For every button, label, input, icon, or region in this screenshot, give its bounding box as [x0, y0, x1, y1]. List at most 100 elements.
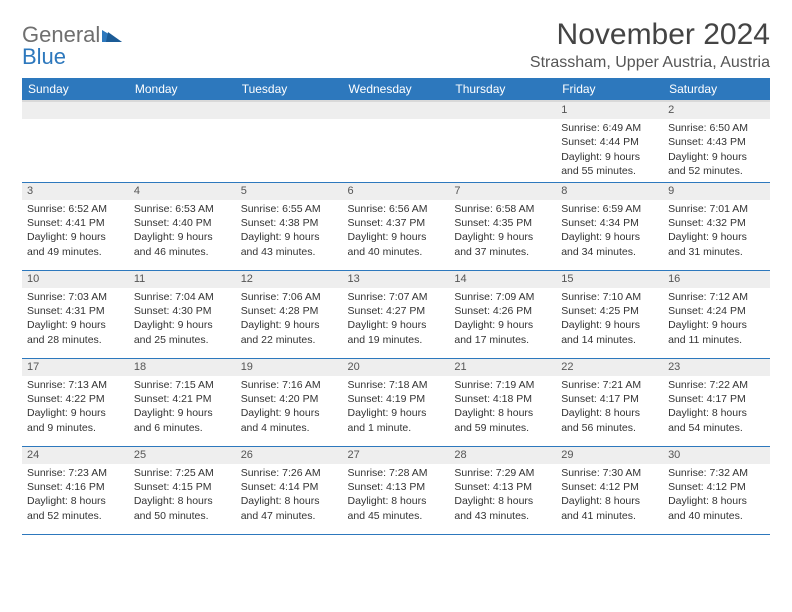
calendar-day-cell: 21Sunrise: 7:19 AMSunset: 4:18 PMDayligh…	[449, 358, 556, 446]
calendar-day-cell: 24Sunrise: 7:23 AMSunset: 4:16 PMDayligh…	[22, 446, 129, 534]
day-number: 12	[236, 271, 343, 288]
calendar-day-cell: 5 Sunrise: 6:55 AMSunset: 4:38 PMDaylight…	[236, 182, 343, 270]
sunset-text: Sunset: 4:12 PM	[561, 480, 658, 494]
day-number: 15	[556, 271, 663, 288]
day-content: Sunrise: 7:30 AMSunset: 4:12 PMDaylight:…	[556, 464, 663, 527]
daylight-text: Daylight: 8 hours and 56 minutes.	[561, 406, 658, 434]
calendar-page: General Blue November 2024 Strassham, Up…	[0, 0, 792, 535]
day-number: 23	[663, 359, 770, 376]
sunrise-text: Sunrise: 6:56 AM	[348, 202, 445, 216]
sunset-text: Sunset: 4:25 PM	[561, 304, 658, 318]
day-number: 11	[129, 271, 236, 288]
calendar-day-cell: 30Sunrise: 7:32 AMSunset: 4:12 PMDayligh…	[663, 446, 770, 534]
calendar-day-cell: 7Sunrise: 6:58 AMSunset: 4:35 PMDaylight…	[449, 182, 556, 270]
calendar-day-cell	[129, 101, 236, 182]
sunset-text: Sunset: 4:19 PM	[348, 392, 445, 406]
sunrise-text: Sunrise: 7:04 AM	[134, 290, 231, 304]
day-number: 10	[22, 271, 129, 288]
daylight-text: Daylight: 9 hours and 19 minutes.	[348, 318, 445, 346]
weekday-header: Wednesday	[343, 78, 450, 101]
calendar-day-cell: 29Sunrise: 7:30 AMSunset: 4:12 PMDayligh…	[556, 446, 663, 534]
sunrise-text: Sunrise: 6:49 AM	[561, 121, 658, 135]
day-content	[449, 119, 556, 125]
sunrise-text: Sunrise: 6:53 AM	[134, 202, 231, 216]
day-number: 5	[236, 183, 343, 200]
sunrise-text: Sunrise: 7:03 AM	[27, 290, 124, 304]
weekday-header: Saturday	[663, 78, 770, 101]
daylight-text: Daylight: 8 hours and 45 minutes.	[348, 494, 445, 522]
daylight-text: Daylight: 9 hours and 52 minutes.	[668, 150, 765, 178]
calendar-week-row: 24Sunrise: 7:23 AMSunset: 4:16 PMDayligh…	[22, 446, 770, 534]
day-content: Sunrise: 7:15 AMSunset: 4:21 PMDaylight:…	[129, 376, 236, 439]
day-content: Sunrise: 6:50 AMSunset: 4:43 PMDaylight:…	[663, 119, 770, 182]
calendar-day-cell: 16Sunrise: 7:12 AMSunset: 4:24 PMDayligh…	[663, 270, 770, 358]
logo-word-blue: Blue	[22, 44, 66, 69]
calendar-day-cell: 25Sunrise: 7:25 AMSunset: 4:15 PMDayligh…	[129, 446, 236, 534]
sunset-text: Sunset: 4:35 PM	[454, 216, 551, 230]
day-number: 28	[449, 447, 556, 464]
calendar-day-cell	[449, 101, 556, 182]
sunset-text: Sunset: 4:13 PM	[454, 480, 551, 494]
daylight-text: Daylight: 9 hours and 9 minutes.	[27, 406, 124, 434]
sunrise-text: Sunrise: 6:52 AM	[27, 202, 124, 216]
sunrise-text: Sunrise: 7:28 AM	[348, 466, 445, 480]
calendar-day-cell: 14Sunrise: 7:09 AMSunset: 4:26 PMDayligh…	[449, 270, 556, 358]
sunset-text: Sunset: 4:40 PM	[134, 216, 231, 230]
sunset-text: Sunset: 4:13 PM	[348, 480, 445, 494]
day-number: 20	[343, 359, 450, 376]
day-number	[129, 102, 236, 119]
logo: General Blue	[22, 24, 122, 68]
day-content	[129, 119, 236, 125]
sunrise-text: Sunrise: 7:16 AM	[241, 378, 338, 392]
sunrise-text: Sunrise: 6:55 AM	[241, 202, 338, 216]
sunset-text: Sunset: 4:27 PM	[348, 304, 445, 318]
sunrise-text: Sunrise: 7:25 AM	[134, 466, 231, 480]
day-number: 24	[22, 447, 129, 464]
day-number: 30	[663, 447, 770, 464]
calendar-day-cell: 6Sunrise: 6:56 AMSunset: 4:37 PMDaylight…	[343, 182, 450, 270]
day-content: Sunrise: 7:18 AMSunset: 4:19 PMDaylight:…	[343, 376, 450, 439]
day-number	[449, 102, 556, 119]
calendar-week-row: 3Sunrise: 6:52 AMSunset: 4:41 PMDaylight…	[22, 182, 770, 270]
daylight-text: Daylight: 9 hours and 40 minutes.	[348, 230, 445, 258]
sunrise-text: Sunrise: 7:09 AM	[454, 290, 551, 304]
day-content: Sunrise: 7:23 AMSunset: 4:16 PMDaylight:…	[22, 464, 129, 527]
daylight-text: Daylight: 9 hours and 46 minutes.	[134, 230, 231, 258]
day-content: Sunrise: 7:25 AMSunset: 4:15 PMDaylight:…	[129, 464, 236, 527]
calendar-week-row: 10Sunrise: 7:03 AMSunset: 4:31 PMDayligh…	[22, 270, 770, 358]
sunset-text: Sunset: 4:26 PM	[454, 304, 551, 318]
weekday-header: Sunday	[22, 78, 129, 101]
day-content: Sunrise: 7:06 AMSunset: 4:28 PMDaylight:…	[236, 288, 343, 351]
daylight-text: Daylight: 9 hours and 43 minutes.	[241, 230, 338, 258]
daylight-text: Daylight: 9 hours and 28 minutes.	[27, 318, 124, 346]
weekday-header: Friday	[556, 78, 663, 101]
calendar-day-cell: 4Sunrise: 6:53 AMSunset: 4:40 PMDaylight…	[129, 182, 236, 270]
calendar-week-row: 1Sunrise: 6:49 AMSunset: 4:44 PMDaylight…	[22, 101, 770, 182]
calendar-week-row: 17Sunrise: 7:13 AMSunset: 4:22 PMDayligh…	[22, 358, 770, 446]
calendar-day-cell: 2Sunrise: 6:50 AMSunset: 4:43 PMDaylight…	[663, 101, 770, 182]
sunrise-text: Sunrise: 6:50 AM	[668, 121, 765, 135]
sunrise-text: Sunrise: 7:13 AM	[27, 378, 124, 392]
day-content: Sunrise: 7:19 AMSunset: 4:18 PMDaylight:…	[449, 376, 556, 439]
sunset-text: Sunset: 4:17 PM	[668, 392, 765, 406]
location-text: Strassham, Upper Austria, Austria	[530, 54, 770, 72]
day-content: Sunrise: 6:49 AMSunset: 4:44 PMDaylight:…	[556, 119, 663, 182]
daylight-text: Daylight: 8 hours and 54 minutes.	[668, 406, 765, 434]
daylight-text: Daylight: 9 hours and 22 minutes.	[241, 318, 338, 346]
day-content: Sunrise: 7:09 AMSunset: 4:26 PMDaylight:…	[449, 288, 556, 351]
day-number: 17	[22, 359, 129, 376]
sunset-text: Sunset: 4:38 PM	[241, 216, 338, 230]
sunrise-text: Sunrise: 7:07 AM	[348, 290, 445, 304]
calendar-day-cell: 23Sunrise: 7:22 AMSunset: 4:17 PMDayligh…	[663, 358, 770, 446]
day-number	[22, 102, 129, 119]
sunrise-text: Sunrise: 7:15 AM	[134, 378, 231, 392]
day-content: Sunrise: 6:52 AMSunset: 4:41 PMDaylight:…	[22, 200, 129, 263]
sunset-text: Sunset: 4:28 PM	[241, 304, 338, 318]
calendar-day-cell: 12Sunrise: 7:06 AMSunset: 4:28 PMDayligh…	[236, 270, 343, 358]
sunrise-text: Sunrise: 6:59 AM	[561, 202, 658, 216]
calendar-day-cell: 18Sunrise: 7:15 AMSunset: 4:21 PMDayligh…	[129, 358, 236, 446]
daylight-text: Daylight: 9 hours and 14 minutes.	[561, 318, 658, 346]
calendar-day-cell: 27Sunrise: 7:28 AMSunset: 4:13 PMDayligh…	[343, 446, 450, 534]
sunset-text: Sunset: 4:14 PM	[241, 480, 338, 494]
day-content: Sunrise: 7:22 AMSunset: 4:17 PMDaylight:…	[663, 376, 770, 439]
